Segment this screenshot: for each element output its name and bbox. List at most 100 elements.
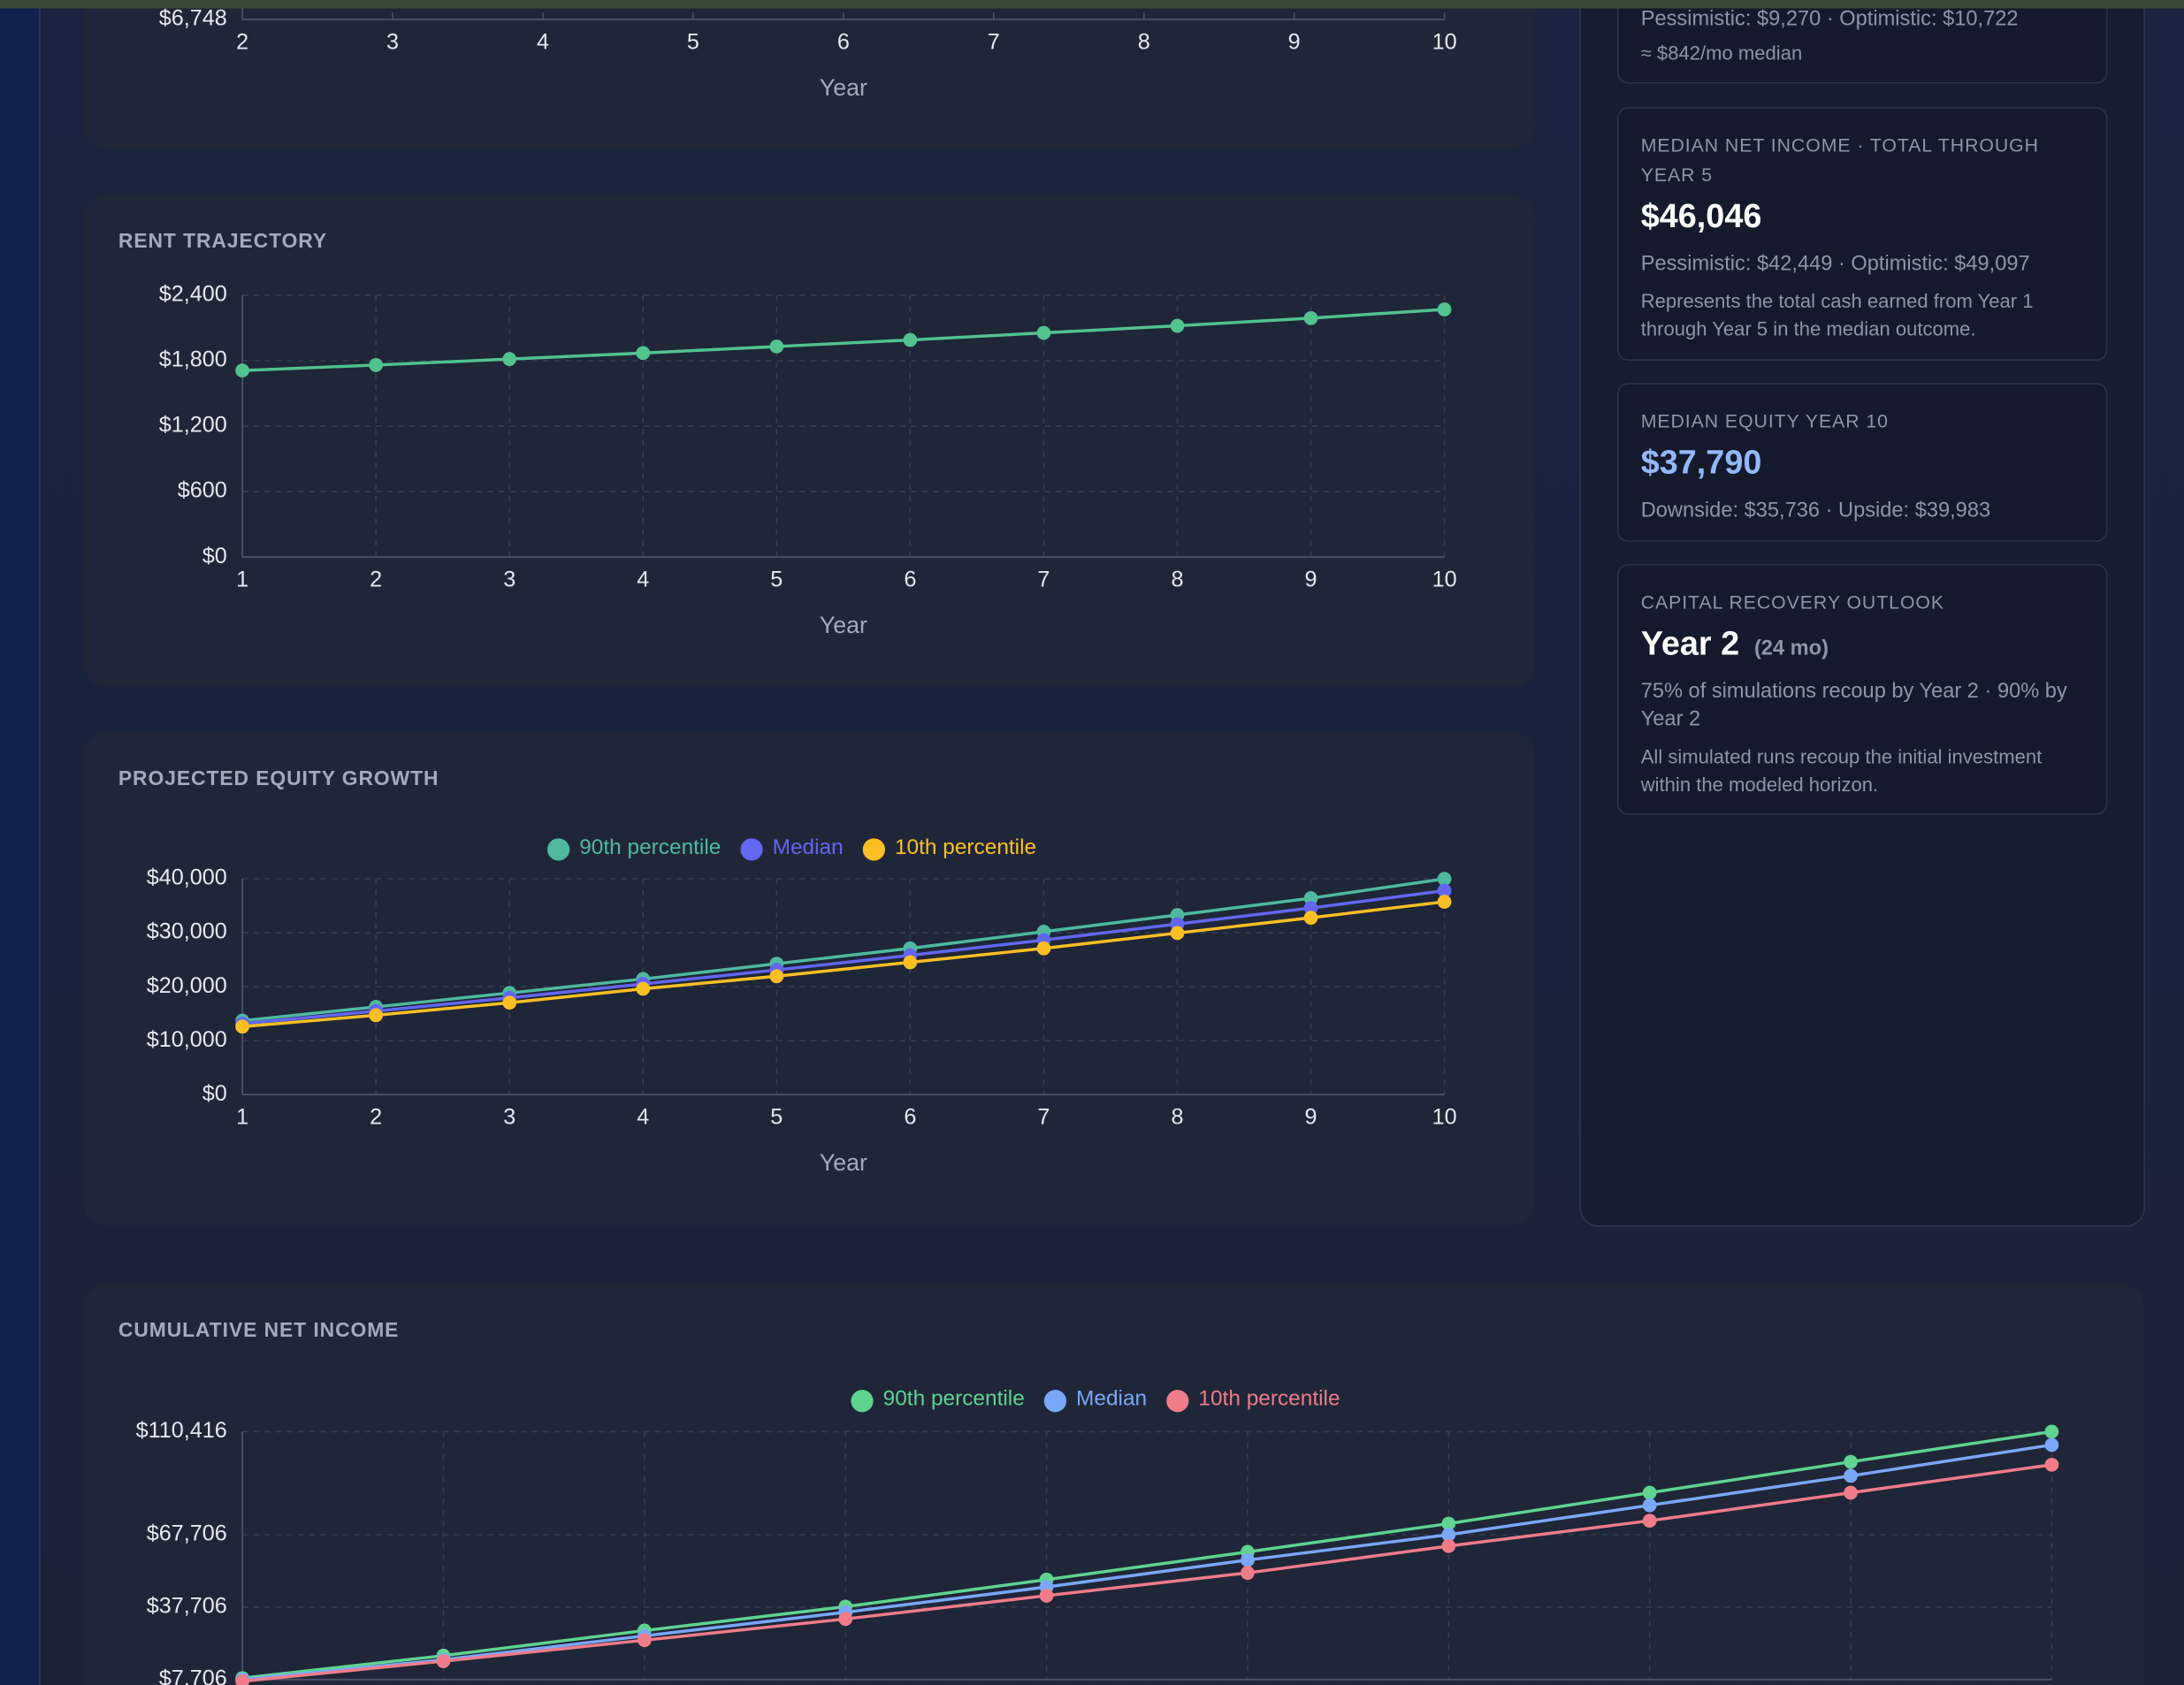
x-tick-label: 3	[386, 29, 399, 54]
x-tick-label: 1	[236, 568, 248, 592]
data-point	[436, 1654, 451, 1668]
legend-label: Median	[773, 835, 844, 859]
chart-title: RENT TRAJECTORY	[118, 229, 327, 252]
legend-swatch	[740, 838, 763, 861]
x-tick-label: 4	[637, 1105, 649, 1130]
y-tick-label: $6,748	[159, 6, 227, 31]
legend-swatch	[1166, 1390, 1189, 1413]
x-tick-label: 3	[503, 568, 515, 592]
x-tick-label: 10	[1432, 568, 1457, 592]
x-tick-label: 9	[1288, 29, 1301, 54]
data-point	[1437, 302, 1452, 316]
summary-card: MEDIAN EQUITY YEAR 10 $37,790 Downside: …	[1616, 383, 2108, 542]
x-tick-label: 5	[770, 568, 783, 592]
data-point	[903, 332, 918, 347]
legend-swatch	[851, 1390, 874, 1413]
y-tick-label: $1,200	[159, 413, 227, 438]
value: $37,790	[1640, 444, 1762, 483]
data-point	[1642, 1498, 1657, 1513]
top-bar	[0, 0, 2184, 9]
note: All simulated runs recoup the initial in…	[1640, 744, 2043, 796]
y-tick-label: $0	[202, 544, 227, 568]
x-axis-label: Year	[820, 1149, 867, 1176]
series-line	[241, 888, 1445, 1025]
y-tick-label: $110,416	[136, 1418, 227, 1443]
detail: Pessimistic: $42,449 · Optimistic: $49,0…	[1640, 252, 2030, 276]
data-point	[502, 352, 517, 367]
x-tick-label: 4	[637, 568, 649, 592]
y-tick-label: $37,706	[147, 1594, 227, 1619]
x-tick-label: 1	[236, 1105, 248, 1130]
data-point	[637, 1633, 652, 1648]
data-point	[636, 981, 651, 996]
data-point	[1441, 1516, 1456, 1531]
data-point	[1437, 883, 1452, 898]
series-line	[241, 900, 1445, 1028]
data-point	[1039, 1589, 1054, 1603]
x-axis-label: Year	[820, 74, 867, 101]
chart-card	[83, 0, 1535, 149]
data-point	[1437, 872, 1452, 886]
y-tick-label: $600	[178, 478, 227, 503]
data-point	[1437, 895, 1452, 909]
data-point	[1170, 926, 1185, 941]
x-tick-label: 7	[1037, 568, 1050, 592]
x-tick-label: 4	[537, 29, 549, 54]
legend-swatch	[862, 838, 885, 861]
x-tick-label: 9	[1305, 568, 1317, 592]
data-point	[1241, 1566, 1255, 1581]
data-point	[369, 358, 384, 372]
data-point	[1844, 1485, 1858, 1500]
data-point	[1303, 901, 1318, 915]
side-strip	[0, 0, 41, 1685]
label: MEDIAN NET INCOME · TOTAL THROUGH YEAR 5	[1640, 134, 2039, 186]
data-point	[1303, 311, 1318, 325]
value-note: (24 mo)	[1753, 636, 1829, 660]
data-point	[636, 346, 651, 361]
x-tick-label: 8	[1171, 568, 1183, 592]
y-tick-label: $10,000	[147, 1027, 227, 1052]
data-point	[1642, 1513, 1657, 1529]
summary-card: MEDIAN NET INCOME · TOTAL THROUGH YEAR 5…	[1616, 107, 2108, 362]
y-tick-label: $67,706	[147, 1521, 227, 1546]
label: CAPITAL RECOVERY OUTLOOK	[1640, 591, 1945, 614]
data-point	[838, 1612, 853, 1627]
label: MEDIAN EQUITY YEAR 10	[1640, 410, 1889, 432]
series-line	[241, 877, 1445, 1023]
data-point	[1441, 1528, 1456, 1542]
detail: 75% of simulations recoup by Year 2 · 90…	[1640, 679, 2067, 732]
data-point	[769, 339, 784, 354]
x-tick-label: 6	[904, 568, 916, 592]
x-tick-label: 9	[1305, 1105, 1317, 1130]
data-point	[2044, 1457, 2059, 1472]
data-point	[1303, 891, 1318, 905]
x-tick-label: 2	[370, 568, 382, 592]
data-point	[502, 995, 517, 1010]
y-tick-label: $0	[202, 1081, 227, 1106]
data-point	[1036, 941, 1051, 956]
y-tick-label: $30,000	[147, 919, 227, 944]
data-point	[1642, 1485, 1657, 1500]
data-point	[369, 1008, 384, 1023]
x-tick-label: 8	[1171, 1105, 1183, 1130]
series-line	[241, 1463, 2052, 1683]
y-tick-label: $1,800	[159, 347, 227, 372]
x-tick-label: 10	[1432, 1105, 1457, 1130]
data-point	[1844, 1454, 1858, 1469]
detail: Downside: $35,736 · Upside: $39,983	[1640, 498, 1991, 522]
note: ≈ $842/mo median	[1640, 42, 1803, 65]
chart-card	[83, 194, 1535, 687]
x-tick-label: 5	[770, 1105, 783, 1130]
summary-card: Pessimistic: $9,270 · Optimistic: $10,72…	[1616, 0, 2108, 84]
value: $46,046	[1640, 197, 1762, 236]
data-point	[235, 1019, 249, 1034]
y-tick-label: $40,000	[147, 865, 227, 890]
legend-swatch	[547, 838, 570, 861]
value: Year 2	[1640, 625, 1740, 663]
value-row: Year 2 (24 mo)	[1641, 625, 2084, 664]
legend-label: 10th percentile	[1198, 1387, 1340, 1411]
x-tick-label: 10	[1432, 29, 1457, 54]
